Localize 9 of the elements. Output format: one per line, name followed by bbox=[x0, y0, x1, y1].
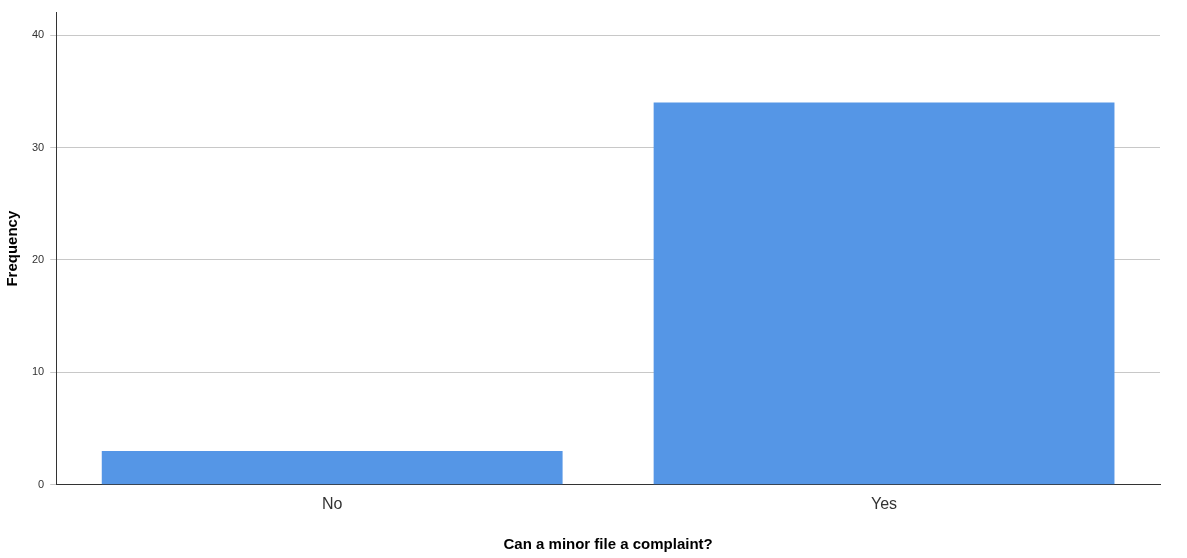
y-tick-label: 30 bbox=[31, 140, 45, 153]
y-tick-label: 10 bbox=[31, 365, 45, 378]
x-tick-label: Yes bbox=[871, 494, 898, 512]
y-tick-label: 0 bbox=[38, 477, 45, 490]
y-tick-label: 20 bbox=[31, 252, 45, 265]
y-axis-title: Frequency bbox=[3, 210, 21, 287]
x-axis-title: Can a minor file a complaint? bbox=[503, 535, 713, 553]
y-tick-label: 40 bbox=[31, 28, 45, 41]
x-tick-label: No bbox=[321, 494, 343, 512]
